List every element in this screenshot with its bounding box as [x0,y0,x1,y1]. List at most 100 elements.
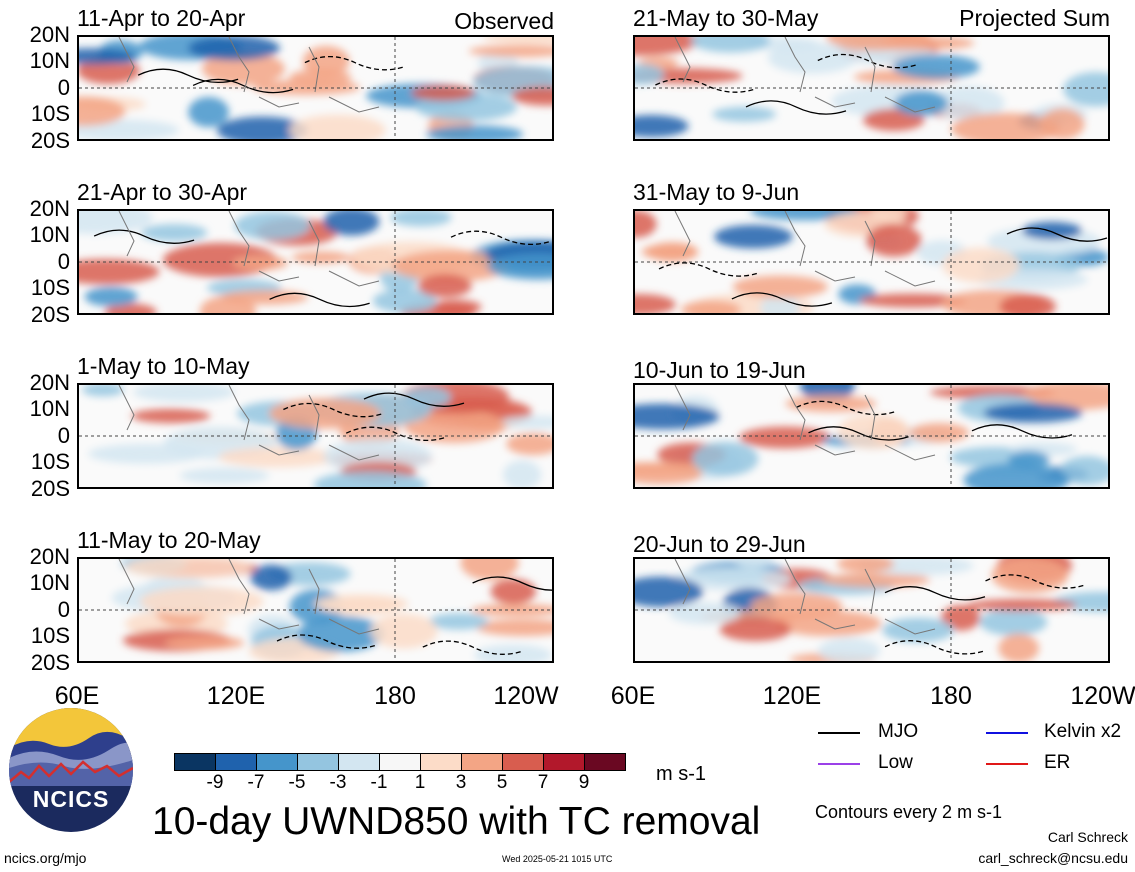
coastline [118,385,380,461]
wind-anomaly-blob [165,636,245,650]
legend-low-label: Low [878,752,913,773]
wind-anomaly-blob [932,85,1005,121]
legend-kelvin-line [986,732,1028,734]
contour-line [422,640,523,655]
wind-anomaly-blob [125,559,252,579]
wind-anomaly-blob [79,258,160,285]
contour-line [472,576,552,591]
panel-title: 21-Apr to 30-Apr [77,179,248,205]
wind-anomaly-blob [476,619,552,636]
wind-anomaly-blob [291,251,350,264]
wind-anomaly-blob [1063,72,1108,107]
lat-label: 20N [29,22,70,47]
wind-anomaly-blob [79,211,153,235]
colorbar-tick-label: -3 [329,772,347,793]
wind-anomaly-blob [719,617,791,642]
coastline [118,559,380,635]
wind-anomaly-blob [983,403,1083,423]
coastline [674,385,936,461]
map-plot [635,385,1108,487]
colorbar-tick-label: -7 [247,772,265,793]
wind-anomaly-blob [692,441,759,476]
panel-title: 11-Apr to 20-Apr [77,5,246,31]
colorbar-tick-label: -5 [288,772,306,793]
lat-label: 10N [29,48,70,73]
panel-title: 10-Jun to 19-Jun [633,357,806,383]
legend-kelvin-label: Kelvin x2 [1044,721,1122,742]
contour-line [796,400,897,416]
map-plot [79,211,552,313]
wind-anomaly-blob [859,293,967,308]
wind-anomaly-blob [635,211,657,238]
wind-anomaly-blob [218,446,337,468]
wind-anomaly-blob [882,617,954,643]
wind-anomaly-blob [991,559,1069,594]
wind-anomaly-blob [635,403,720,430]
wind-anomaly-blob [502,460,542,487]
wind-anomaly-blob [252,79,361,95]
contour-line [745,100,847,115]
wind-anomaly-blob [250,564,292,591]
contour-line [276,634,378,649]
lat-label: 20S [30,302,70,327]
wind-anomaly-blob [79,96,126,126]
contour-line [1006,227,1108,242]
contour-line [345,426,447,442]
wind-anomaly-blob [79,48,135,65]
lat-label: 10S [30,623,70,648]
wind-anomaly-blob [998,633,1040,661]
website-link[interactable]: ncics.org/mjo [4,850,87,866]
wind-anomaly-blob [690,37,771,53]
wind-anomaly-blob [417,274,472,298]
contour-line [808,426,909,441]
contour-line [884,640,986,655]
legend-er-line [986,763,1028,765]
coastline [674,211,936,287]
panel-title: 1-May to 10-May [77,353,250,379]
lon-label: 120W [493,682,559,710]
wind-anomaly-blob [967,598,1077,612]
contour-line [817,53,918,69]
colorbar-swatch [379,753,421,771]
coastline [674,37,936,113]
map-panel [633,35,1110,141]
wind-anomaly-blob [999,294,1056,313]
main-title: 10-day UWND850 with TC removal [152,800,761,843]
wind-anomaly-blob [635,115,689,138]
wind-anomaly-blob [487,253,552,280]
contour-line [884,586,986,601]
map-plot [79,37,552,139]
wind-anomaly-blob [390,211,452,227]
contour-line [137,68,239,84]
wind-anomaly-blob [232,255,289,271]
contour-line [304,55,406,71]
wind-anomaly-blob [785,395,877,413]
lat-label: 10S [30,101,70,126]
coastline [118,211,380,287]
lat-label: 20N [29,196,70,221]
wind-anomaly-blob [870,211,907,222]
lat-label: 10S [30,275,70,300]
wind-anomaly-blob [216,116,308,139]
panel-title: 20-Jun to 29-Jun [633,531,806,557]
wind-anomaly-blob [821,572,930,588]
wind-anomaly-blob [202,52,285,86]
wind-anomaly-blob [179,467,270,484]
wind-anomaly-blob [460,559,519,581]
projected-label: Projected Sum [959,5,1110,31]
wind-anomaly-blob [269,398,381,429]
wind-anomaly-blob [680,300,741,313]
colorbar-swatch [215,753,257,771]
wind-anomaly-blob [482,37,552,45]
wind-anomaly-blob [474,644,552,661]
lat-label: 20S [30,476,70,501]
map-panel [633,209,1110,315]
colorbar-swatch [256,753,298,771]
wind-anomaly-blob [88,443,205,464]
colorbar-swatch [174,753,216,771]
panel-title: 11-May to 20-May [77,527,261,553]
wind-anomaly-blob [909,423,969,443]
colorbar-tick-label: 9 [578,772,590,793]
wind-anomaly-blob [403,387,452,409]
wind-anomaly-blob [714,224,793,249]
